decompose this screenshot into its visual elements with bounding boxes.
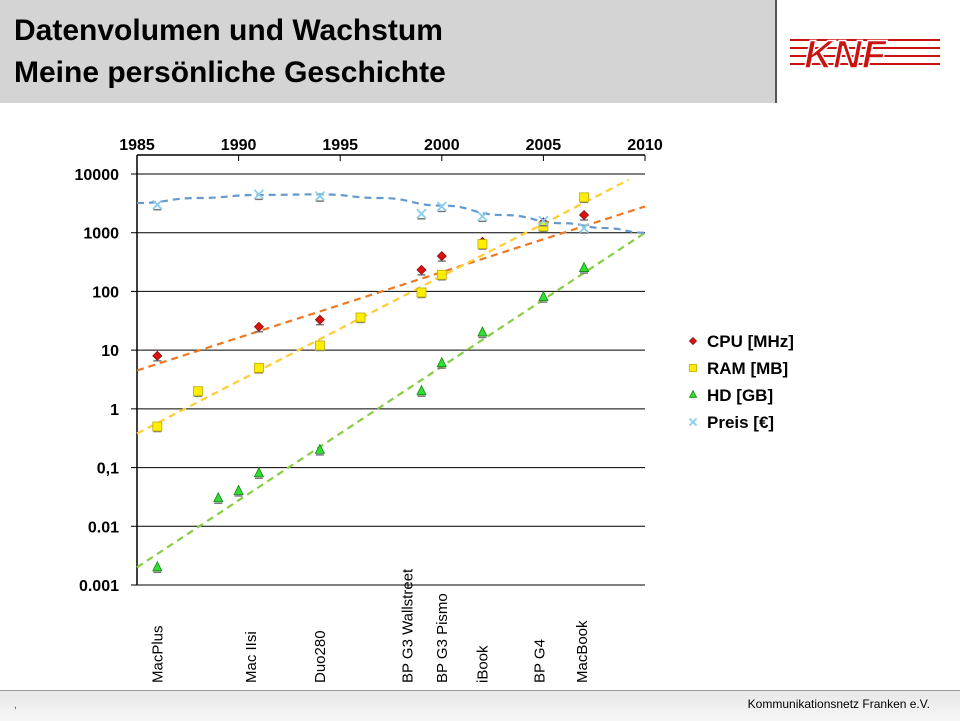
cpu-point <box>416 264 427 275</box>
ram-point <box>355 312 366 323</box>
machine-labels: MacPlus Mac IIsi Duo280 BP G3 Wallstreet BP … <box>149 568 591 683</box>
machine-label: BP G3 Pismo <box>434 593 451 683</box>
price-point-stroke <box>314 190 326 202</box>
footer-bar <box>0 690 960 721</box>
machine-label: BP G4 <box>531 639 548 683</box>
legend: CPU [MHz] RAM [MB] HD [GB] Preis [€] <box>688 332 794 432</box>
hd-point <box>213 491 224 503</box>
gridlines <box>137 173 645 586</box>
price-point <box>436 201 447 212</box>
hd-point <box>538 290 549 302</box>
hd-point <box>233 484 244 495</box>
svg-text:KNF: KNF <box>804 33 888 77</box>
hd-point <box>416 384 427 396</box>
price-point-stroke <box>538 215 549 226</box>
price-point <box>152 199 163 210</box>
legend-marker-stroke <box>688 417 698 427</box>
slide-title: Datenvolumen und Wachstum <box>14 14 443 47</box>
y-tick-label: 10 <box>101 343 119 360</box>
machine-label: BP G3 Wallstreet <box>399 568 416 683</box>
machine-label: iBook <box>474 645 491 683</box>
cpu-point <box>314 314 325 325</box>
axes: 10000 1000 100 10 1 0,1 0.01 0.001 1985 1990 1995 2… <box>75 137 663 595</box>
cpu-point <box>253 321 264 332</box>
legend-label: Preis [€] <box>707 413 774 432</box>
x-tick-label: 1995 <box>322 137 358 154</box>
hd-point <box>477 326 488 337</box>
slide-subtitle: Meine persönliche Geschichte <box>14 56 446 89</box>
growth-chart: 10000 1000 100 10 1 0,1 0.01 0.001 1985 1990 1995 2… <box>75 137 794 683</box>
legend-label: HD [GB] <box>707 386 773 405</box>
data-points <box>152 189 590 574</box>
ram-point <box>477 239 488 249</box>
ram-point <box>152 421 163 432</box>
y-tick-label: 0,1 <box>97 461 119 478</box>
ram-point <box>254 362 264 373</box>
price-point-stroke <box>253 189 265 200</box>
y-tick-label: 10000 <box>75 167 120 184</box>
hd-point <box>253 466 265 478</box>
price-point <box>416 208 427 219</box>
x-tick-label: 1990 <box>221 137 257 154</box>
price-point <box>477 211 488 222</box>
machine-label: MacPlus <box>149 625 166 683</box>
legend-label: CPU [MHz] <box>707 332 794 351</box>
ram-point <box>193 386 203 397</box>
price-point-stroke <box>152 199 163 210</box>
machine-label: MacBook <box>574 620 591 683</box>
cpu-point <box>436 251 447 262</box>
price-point-stroke <box>416 208 427 219</box>
title-bar: Datenvolumen und Wachstum Meine persönli… <box>0 0 777 103</box>
trend-line <box>136 205 646 372</box>
ram-point <box>579 192 589 203</box>
y-tick-label: 0.001 <box>79 578 119 595</box>
hd-point <box>436 356 447 368</box>
ram-point <box>416 287 427 298</box>
trend-lines <box>136 178 646 569</box>
hd-point <box>152 560 163 572</box>
y-tick-label: 0.01 <box>88 519 119 536</box>
x-tick-label: 1985 <box>119 137 155 154</box>
price-point <box>253 189 265 200</box>
trend-line <box>136 231 646 569</box>
ram-point <box>314 340 325 351</box>
cpu-point <box>152 350 163 361</box>
cpu-point <box>578 209 590 221</box>
x-tick-label: 2005 <box>526 137 562 154</box>
legend-marker <box>688 389 698 398</box>
y-tick-label: 1 <box>110 402 119 419</box>
price-point <box>538 215 549 226</box>
legend-label: RAM [MB] <box>707 359 788 378</box>
knf-logo: KNF <box>790 32 940 78</box>
trend-line <box>136 178 630 435</box>
hd-point <box>578 261 590 272</box>
x-tick-label: 2010 <box>627 137 663 154</box>
y-tick-label: 1000 <box>83 226 119 243</box>
price-point-stroke <box>477 211 488 222</box>
legend-marker <box>689 364 697 372</box>
price-point-stroke <box>436 201 447 212</box>
price-point <box>314 190 326 202</box>
trend-line <box>136 193 646 234</box>
machine-label: Mac IIsi <box>243 631 260 683</box>
y-tick-label: 100 <box>92 284 119 301</box>
price-point <box>578 222 590 234</box>
legend-marker <box>688 417 698 427</box>
footer-mark: , <box>14 700 17 711</box>
price-point-stroke <box>578 222 590 234</box>
ram-point <box>436 269 447 280</box>
footer-organization: Kommunikationsnetz Franken e.V. <box>747 697 930 711</box>
hd-point <box>314 443 326 454</box>
machine-label: Duo280 <box>312 630 329 683</box>
x-tick-label: 2000 <box>424 137 460 154</box>
legend-marker <box>688 336 698 346</box>
